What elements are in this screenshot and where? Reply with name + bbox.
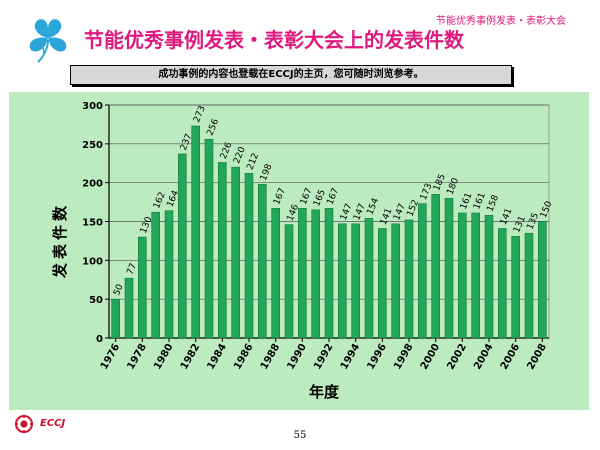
bar bbox=[431, 194, 440, 339]
y-tick-label: 150 bbox=[82, 218, 103, 229]
bar bbox=[498, 228, 507, 339]
bar bbox=[124, 277, 134, 339]
bar bbox=[511, 236, 520, 339]
bar bbox=[178, 153, 187, 339]
clover-icon bbox=[29, 19, 67, 63]
bar bbox=[538, 221, 547, 339]
y-axis-label: 发表件数 bbox=[51, 202, 69, 279]
bar bbox=[231, 166, 240, 339]
x-tick-label: 1982 bbox=[179, 342, 202, 372]
x-tick-label: 2002 bbox=[445, 342, 468, 372]
x-tick-label: 1984 bbox=[205, 342, 228, 372]
bar bbox=[418, 203, 427, 339]
notice-banner: 成功事例的内容也登载在ECCJ的主页，您可随时浏览参考。 bbox=[70, 65, 512, 85]
bar bbox=[138, 236, 147, 339]
bar bbox=[284, 224, 294, 339]
bar bbox=[351, 223, 360, 339]
bar bbox=[298, 208, 307, 339]
x-tick-label: 1994 bbox=[339, 342, 362, 372]
bar bbox=[191, 125, 200, 339]
x-tick-label: 1978 bbox=[125, 342, 148, 372]
chart-area: 0 50 100 150 200 250 300 50 77 130 162 164 237 273 256… bbox=[9, 92, 589, 410]
x-tick-label: 2004 bbox=[472, 342, 495, 372]
bar-chart: 0501001502002503005077130162164237273256… bbox=[51, 101, 555, 401]
bar bbox=[271, 208, 280, 339]
bar bbox=[391, 223, 400, 339]
bar bbox=[204, 138, 214, 339]
bar bbox=[338, 223, 347, 339]
x-tick-label: 1976 bbox=[99, 342, 122, 372]
bar bbox=[111, 298, 120, 339]
eccj-sun-icon bbox=[15, 415, 33, 433]
bar bbox=[364, 218, 374, 339]
bar bbox=[404, 219, 414, 339]
y-tick-label: 50 bbox=[89, 295, 103, 306]
y-tick-label: 200 bbox=[82, 179, 103, 190]
x-tick-label: 2008 bbox=[525, 342, 548, 372]
page-title: 节能优秀事例发表・表彰大会上的发表件数 bbox=[84, 28, 464, 52]
bar bbox=[484, 215, 494, 339]
y-tick-label: 250 bbox=[82, 140, 103, 151]
bar bbox=[324, 208, 334, 339]
y-tick-label: 100 bbox=[82, 256, 103, 267]
bar bbox=[378, 228, 387, 339]
x-axis-label: 年度 bbox=[309, 383, 340, 401]
data-label: 50 bbox=[112, 283, 126, 298]
page-number: 55 bbox=[293, 430, 307, 441]
bar bbox=[444, 197, 454, 339]
bar bbox=[458, 212, 467, 339]
data-label: 77 bbox=[126, 262, 140, 276]
bar bbox=[164, 210, 174, 339]
x-tick-label: 1988 bbox=[259, 342, 282, 372]
footer-logo-text: ECCJ bbox=[40, 418, 66, 429]
bar bbox=[471, 212, 480, 339]
bar bbox=[311, 209, 320, 339]
x-tick-label: 2006 bbox=[499, 342, 522, 372]
x-tick-label: 1996 bbox=[365, 342, 388, 372]
bar bbox=[151, 211, 160, 339]
x-tick-label: 1990 bbox=[285, 342, 308, 372]
x-tick-label: 1998 bbox=[392, 342, 415, 372]
corner-label: 节能优秀事例发表・表彰大会 bbox=[436, 16, 566, 27]
x-tick-label: 1992 bbox=[312, 342, 335, 372]
x-tick-label: 2000 bbox=[419, 342, 442, 372]
y-tick-label: 0 bbox=[96, 334, 103, 345]
bar bbox=[258, 183, 267, 339]
bar bbox=[218, 162, 227, 339]
x-tick-label: 1986 bbox=[232, 342, 255, 372]
bar bbox=[524, 232, 534, 339]
y-tick-label: 300 bbox=[82, 101, 103, 112]
bar bbox=[244, 173, 254, 339]
x-tick-label: 1980 bbox=[152, 342, 175, 372]
